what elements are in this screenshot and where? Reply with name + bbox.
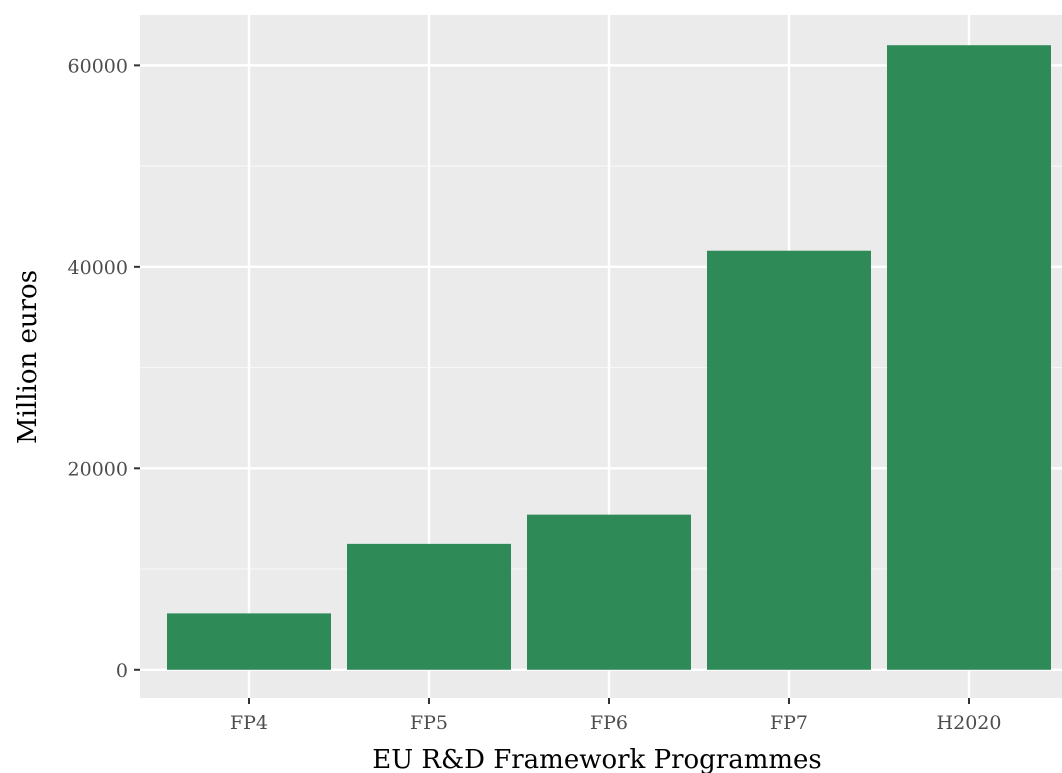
bar-FP7 (707, 250, 871, 670)
y-tick-label: 0 (116, 660, 128, 682)
y-axis-title: Million euros (13, 270, 43, 444)
x-tick-label: FP4 (230, 712, 268, 734)
x-tick-label: FP6 (590, 712, 628, 734)
bar-FP4 (167, 613, 331, 670)
x-tick-label: H2020 (937, 712, 1002, 734)
y-tick-label: 20000 (68, 458, 128, 480)
y-tick-label: 40000 (68, 257, 128, 279)
bar-FP5 (347, 543, 511, 670)
bar-H2020 (887, 45, 1051, 670)
x-tick-label: FP7 (770, 712, 808, 734)
x-tick-label: FP5 (410, 712, 448, 734)
y-axis: 0 20000 40000 60000 (68, 55, 140, 682)
y-tick-label: 60000 (68, 55, 128, 77)
bars (167, 45, 1051, 670)
x-axis-title: EU R&D Framework Programmes (372, 745, 822, 773)
bar-FP6 (527, 514, 691, 670)
x-axis: FP4 FP5 FP6 FP7 H2020 (230, 698, 1002, 734)
